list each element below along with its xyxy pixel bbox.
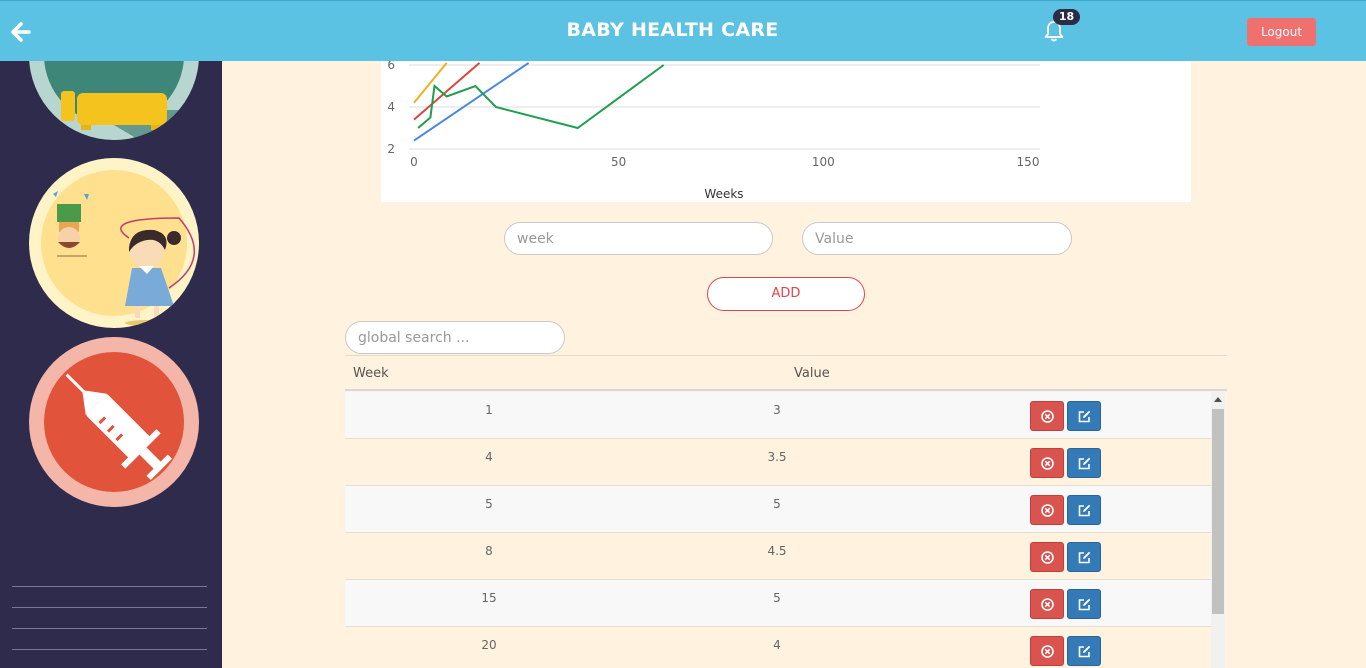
edit-icon — [1078, 457, 1091, 470]
logout-button[interactable]: Logout — [1247, 18, 1316, 46]
arrow-left-icon[interactable] — [10, 21, 32, 43]
x-tick-label: 100 — [812, 155, 835, 169]
table-scrollbar[interactable] — [1211, 392, 1225, 668]
series-line-4 — [417, 64, 665, 130]
table-row: 1 3 — [345, 392, 1211, 439]
top-header: BABY HEALTH CARE 18 Logout — [0, 0, 1366, 61]
sidebar-item-activity[interactable] — [29, 158, 199, 328]
sidebar-item-bed[interactable] — [29, 61, 199, 140]
x-tick-label: 0 — [410, 155, 418, 169]
y-tick-label: 4 — [387, 100, 395, 114]
series-line-1 — [413, 62, 448, 104]
sidebar-divider — [12, 586, 207, 587]
table-row: 8 4.5 — [345, 533, 1211, 580]
close-circle-icon — [1041, 410, 1054, 423]
syringe-icon — [65, 373, 172, 480]
edit-icon — [1078, 645, 1091, 658]
cell-value: 5 — [773, 497, 781, 511]
value-input[interactable] — [802, 222, 1072, 255]
edit-button[interactable] — [1067, 636, 1101, 666]
x-tick-label: 50 — [611, 155, 626, 169]
close-circle-icon — [1041, 645, 1054, 658]
cell-week: 4 — [485, 450, 493, 464]
close-circle-icon — [1041, 504, 1054, 517]
add-button[interactable]: ADD — [707, 277, 865, 311]
cell-value: 5 — [773, 591, 781, 605]
close-circle-icon — [1041, 457, 1054, 470]
series-line-3 — [413, 62, 530, 142]
cell-value: 4 — [773, 638, 781, 652]
week-input[interactable] — [504, 222, 773, 255]
cell-week: 15 — [481, 591, 497, 605]
cell-week: 20 — [481, 638, 497, 652]
delete-button[interactable] — [1030, 401, 1064, 431]
sidebar-item-vaccine[interactable] — [29, 337, 199, 507]
cell-week: 5 — [485, 497, 493, 511]
table-row: 4 3.5 — [345, 439, 1211, 486]
cell-value: 3 — [773, 403, 781, 417]
table-header: Week Value — [345, 355, 1227, 391]
delete-button[interactable] — [1030, 542, 1064, 572]
close-circle-icon — [1041, 551, 1054, 564]
delete-button[interactable] — [1030, 589, 1064, 619]
x-tick-label: 150 — [1017, 155, 1040, 169]
delete-button[interactable] — [1030, 495, 1064, 525]
edit-icon — [1078, 598, 1091, 611]
table-row: 15 5 — [345, 580, 1211, 627]
edit-icon — [1078, 410, 1091, 423]
column-header-value[interactable]: Value — [794, 366, 830, 381]
cell-value: 4.5 — [767, 544, 787, 558]
series-line-2 — [413, 62, 481, 121]
edit-icon — [1078, 551, 1091, 564]
edit-button[interactable] — [1067, 495, 1101, 525]
sidebar-divider — [12, 607, 207, 608]
y-tick-label: 6 — [387, 61, 395, 72]
y-tick-label: 2 — [387, 142, 395, 156]
scroll-up-arrow-icon[interactable] — [1211, 392, 1225, 408]
close-circle-icon — [1041, 598, 1054, 611]
app-title: BABY HEALTH CARE — [566, 19, 779, 41]
sidebar — [0, 61, 222, 668]
edit-button[interactable] — [1067, 542, 1101, 572]
playing-children-icon — [53, 191, 195, 326]
edit-icon — [1078, 504, 1091, 517]
edit-button[interactable] — [1067, 401, 1101, 431]
edit-button[interactable] — [1067, 589, 1101, 619]
cell-value: 3.5 — [767, 450, 787, 464]
line-chart: 2 4 6 0 50 100 150 Weeks — [387, 58, 1040, 201]
sidebar-divider — [12, 649, 207, 650]
x-axis-label: Weeks — [704, 187, 743, 201]
table-row: 20 4 — [345, 627, 1211, 668]
scrollbar-thumb[interactable] — [1212, 409, 1224, 614]
notification-badge: 18 — [1053, 9, 1080, 25]
cell-week: 8 — [485, 544, 493, 558]
global-search-input[interactable] — [345, 321, 565, 354]
growth-chart: 2 4 6 0 50 100 150 Weeks — [381, 58, 1191, 202]
delete-button[interactable] — [1030, 448, 1064, 478]
edit-button[interactable] — [1067, 448, 1101, 478]
cell-week: 1 — [485, 403, 493, 417]
bed-icon — [61, 91, 199, 140]
table-body: 1 3 4 3.5 — [345, 392, 1211, 668]
delete-button[interactable] — [1030, 636, 1064, 666]
table-row: 5 5 — [345, 486, 1211, 533]
sidebar-divider — [12, 628, 207, 629]
column-header-week[interactable]: Week — [353, 366, 389, 381]
